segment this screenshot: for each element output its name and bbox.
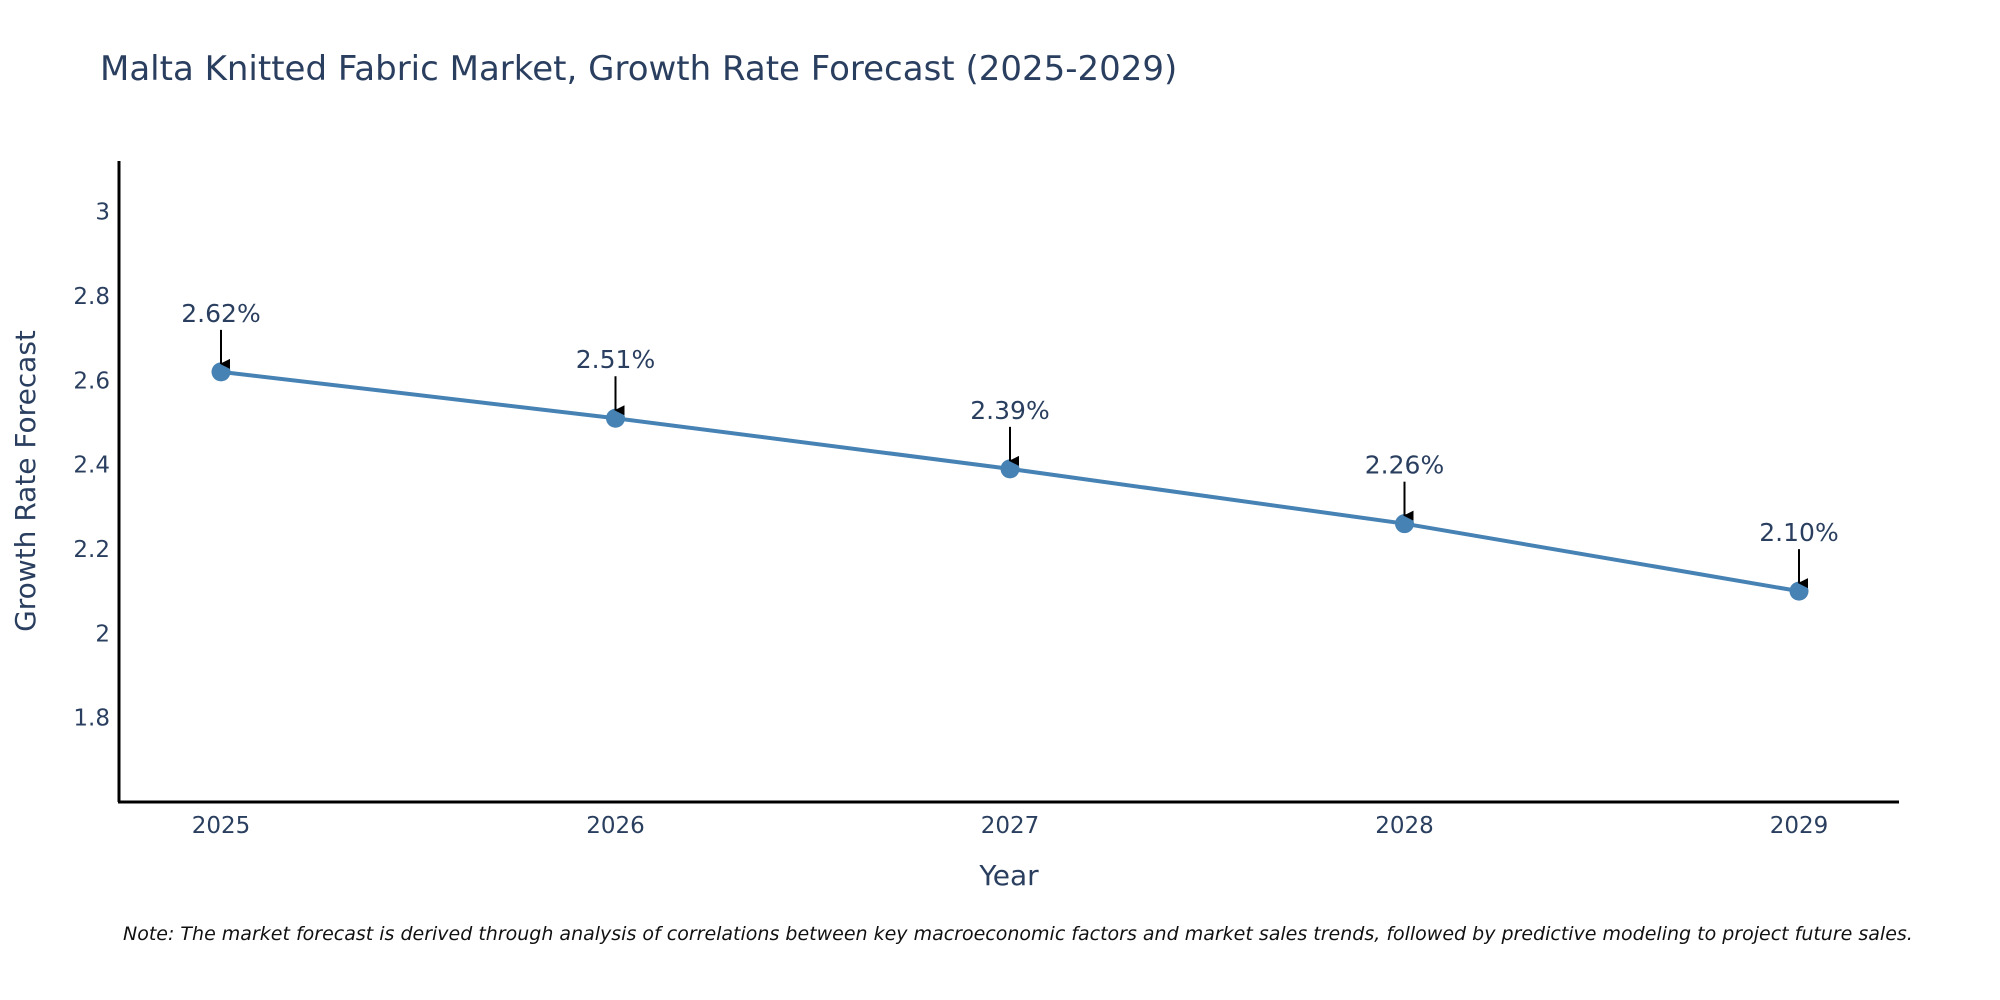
data-label: 2.26% <box>1365 451 1444 480</box>
x-tick-label: 2028 <box>1375 813 1434 839</box>
data-point[interactable] <box>1395 514 1414 534</box>
x-tick-label: 2029 <box>1770 813 1829 839</box>
y-tick-label: 1.8 <box>73 706 110 732</box>
forecast-note: Note: The market forecast is derived thr… <box>123 923 1913 945</box>
y-axis-title: Growth Rate Forecast <box>9 330 42 632</box>
y-tick-label: 2 <box>95 621 110 647</box>
data-label: 2.10% <box>1759 518 1838 547</box>
data-point[interactable] <box>1000 459 1020 479</box>
y-tick-label: 2.8 <box>73 284 110 310</box>
data-point[interactable] <box>606 408 625 428</box>
chart-title: Malta Knitted Fabric Market, Growth Rate… <box>100 49 1177 89</box>
x-tick-label: 2025 <box>192 813 251 839</box>
y-tick-label: 3 <box>95 200 110 226</box>
data-label: 2.51% <box>576 345 655 374</box>
x-axis-title: Year <box>978 859 1039 892</box>
data-label: 2.39% <box>970 396 1049 425</box>
x-axis-ticks: 2025 2026 2027 2028 2029 <box>192 813 1829 839</box>
y-tick-label: 2.6 <box>73 368 110 394</box>
x-tick-label: 2026 <box>586 813 645 839</box>
data-label: 2.62% <box>181 299 260 328</box>
data-point[interactable] <box>211 362 231 382</box>
y-tick-label: 2.4 <box>73 453 110 479</box>
y-tick-label: 2.2 <box>73 537 110 563</box>
data-label-annotations: 2.62% 2.51% 2.39% 2.26% 2.10% <box>181 299 1839 589</box>
data-point[interactable] <box>1789 581 1809 601</box>
x-tick-label: 2027 <box>981 813 1040 839</box>
y-axis-ticks: 1.8 2 2.2 2.4 2.6 2.8 3 <box>73 200 110 732</box>
